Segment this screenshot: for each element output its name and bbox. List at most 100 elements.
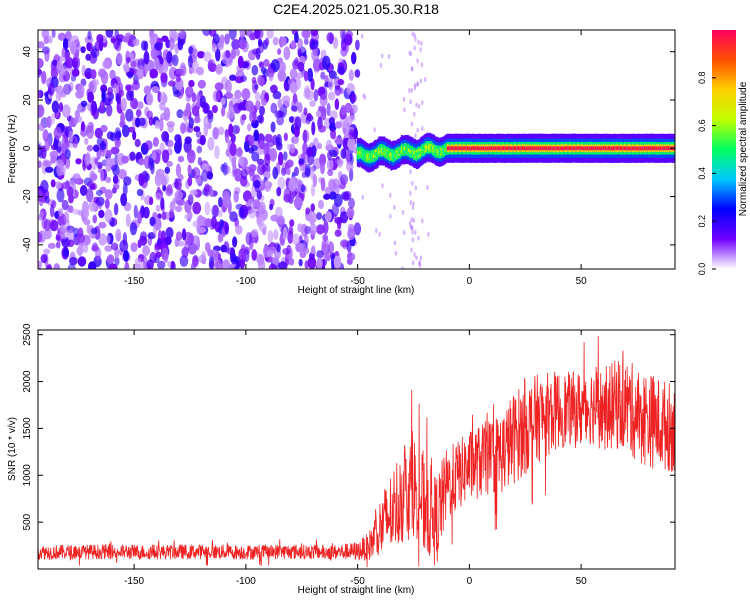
heatmap-cell bbox=[245, 30, 255, 37]
heatmap-cell bbox=[176, 109, 184, 119]
heatmap-cell bbox=[113, 37, 120, 50]
heatmap-cell bbox=[61, 89, 67, 98]
heatmap-cell bbox=[662, 146, 665, 151]
heatmap-cell bbox=[215, 48, 221, 62]
heatmap-cell bbox=[80, 46, 86, 54]
heatmap-cell bbox=[646, 146, 649, 151]
heatmap-cell bbox=[382, 148, 385, 153]
heatmap-cell bbox=[465, 146, 468, 151]
heatmap-cell bbox=[119, 239, 129, 253]
heatmap-cell bbox=[117, 168, 127, 180]
heatmap-cell bbox=[311, 121, 316, 136]
heatmap-cell bbox=[292, 233, 300, 246]
heatmap-cell bbox=[134, 138, 141, 148]
heatmap-cell bbox=[350, 104, 358, 114]
heatmap-cell bbox=[316, 257, 323, 269]
heatmap-cell bbox=[166, 51, 173, 64]
heatmap-cell bbox=[199, 134, 206, 146]
heatmap-cell bbox=[411, 31, 414, 37]
heatmap-cell bbox=[74, 109, 80, 120]
heatmap-cell bbox=[545, 146, 548, 151]
heatmap-cell bbox=[256, 190, 263, 200]
heatmap-cell bbox=[367, 155, 370, 160]
heatmap-cell bbox=[224, 129, 230, 144]
heatmap-cell bbox=[364, 154, 367, 159]
heatmap-cell bbox=[427, 231, 430, 237]
heatmap-cell bbox=[41, 30, 50, 39]
heatmap-cell bbox=[366, 154, 369, 159]
heatmap-cell bbox=[570, 146, 572, 151]
heatmap-cell bbox=[414, 151, 417, 156]
heatmap-cell bbox=[488, 146, 491, 151]
heatmap-cell bbox=[315, 110, 322, 118]
heatmap-cell bbox=[207, 249, 215, 257]
heatmap-cell bbox=[472, 146, 474, 151]
heatmap-cell bbox=[274, 110, 283, 119]
heatmap-cell bbox=[476, 146, 478, 151]
heatmap-cell bbox=[371, 155, 374, 160]
heatmap-cell bbox=[87, 30, 92, 40]
heatmap-cell bbox=[164, 166, 171, 174]
heatmap-cell bbox=[137, 210, 143, 224]
heatmap-cell bbox=[208, 255, 214, 269]
colorbar: 0.0 0.2 0.4 0.6 0.8 Normalized spectral ampl… bbox=[697, 30, 749, 275]
heatmap-cell bbox=[163, 252, 169, 264]
x-tick-label: 50 bbox=[576, 276, 588, 287]
heatmap-cell bbox=[85, 53, 92, 61]
heatmap-cell bbox=[649, 146, 651, 151]
heatmap-cell bbox=[203, 51, 212, 62]
spectrogram-panel: -150 -100 -50 0 50 -40 -20 0 20 40 Height of str… bbox=[7, 29, 676, 296]
heatmap-cell bbox=[521, 146, 524, 151]
heatmap-cell bbox=[417, 152, 419, 157]
heatmap-cell bbox=[383, 150, 386, 154]
heatmap-cell bbox=[386, 151, 389, 156]
heatmap-cell bbox=[168, 209, 175, 218]
heatmap-cell bbox=[380, 148, 383, 153]
heatmap-cell bbox=[218, 209, 223, 218]
heatmap-cell bbox=[332, 36, 339, 49]
y-tick-label: 2000 bbox=[22, 370, 33, 393]
colorbar-gradient bbox=[712, 30, 736, 269]
heatmap-cell bbox=[413, 45, 416, 51]
heatmap-cell bbox=[86, 144, 94, 152]
x-tick-label: -50 bbox=[350, 576, 365, 587]
heatmap-cell bbox=[576, 146, 579, 151]
heatmap-cell bbox=[583, 146, 586, 151]
heatmap-cell bbox=[62, 248, 70, 258]
heatmap-cell bbox=[50, 112, 56, 125]
heatmap-cell bbox=[637, 146, 639, 151]
y-tick-label: 40 bbox=[22, 46, 33, 58]
heatmap-cell bbox=[320, 177, 326, 192]
heatmap-cell bbox=[138, 158, 145, 166]
heatmap-cell bbox=[175, 231, 183, 241]
heatmap-cell bbox=[212, 126, 219, 140]
heatmap-cell bbox=[241, 88, 251, 101]
heatmap-cell bbox=[188, 79, 195, 88]
heatmap-cell bbox=[288, 177, 297, 192]
heatmap-cell bbox=[192, 220, 198, 228]
heatmap-cell bbox=[247, 199, 253, 207]
heatmap-cell bbox=[535, 146, 537, 151]
heatmap-cell bbox=[132, 38, 140, 46]
heatmap-cell bbox=[401, 147, 403, 152]
heatmap-cell bbox=[426, 145, 429, 150]
heatmap-cell bbox=[449, 146, 452, 151]
heatmap-cell bbox=[363, 153, 366, 158]
heatmap-cell bbox=[235, 48, 240, 57]
heatmap-cell bbox=[531, 146, 533, 151]
heatmap-cell bbox=[72, 208, 80, 215]
heatmap-cell bbox=[224, 222, 230, 235]
heatmap-cell bbox=[654, 146, 657, 151]
heatmap-cell bbox=[94, 157, 99, 165]
heatmap-cell bbox=[212, 33, 220, 45]
heatmap-cell bbox=[68, 205, 74, 214]
heatmap-cell bbox=[120, 193, 128, 207]
heatmap-cell bbox=[493, 146, 496, 151]
heatmap-cell bbox=[402, 147, 405, 152]
heatmap-cell bbox=[177, 155, 185, 163]
heatmap-cell bbox=[541, 146, 544, 151]
heatmap-cell bbox=[72, 173, 81, 183]
heatmap-cell bbox=[411, 150, 414, 155]
heatmap-cell bbox=[317, 142, 323, 150]
heatmap-cell bbox=[437, 149, 440, 154]
